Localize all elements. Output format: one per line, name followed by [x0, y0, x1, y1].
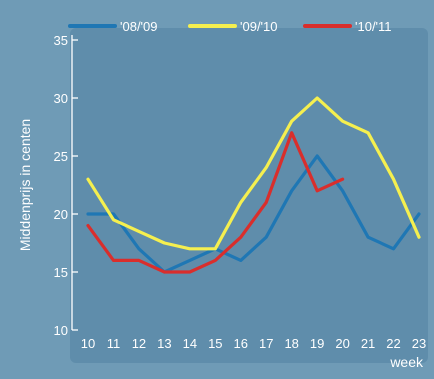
x-tick-label: 15	[208, 336, 222, 351]
series-line-2	[86, 96, 421, 251]
y-axis: 10 15 20 25 30 35	[54, 33, 78, 338]
y-tick-label: 10	[54, 323, 68, 338]
x-tick-label: 10	[81, 336, 95, 351]
legend: '08/'09 '09/'10 '10/'11	[68, 19, 392, 34]
x-tick-label: 21	[361, 336, 375, 351]
x-tick-label: 13	[157, 336, 171, 351]
x-tick-label: 22	[386, 336, 400, 351]
x-tick-label: 11	[107, 336, 121, 351]
legend-label: '10/'11	[355, 19, 392, 34]
y-tick-label: 35	[54, 33, 68, 48]
x-axis-title: week	[389, 354, 424, 370]
y-tick-label: 30	[54, 91, 68, 106]
plot-area	[70, 28, 428, 363]
x-tick-label: 19	[310, 336, 324, 351]
series-line-1	[86, 154, 421, 274]
x-tick-label: 20	[335, 336, 349, 351]
y-axis-title: Middenprijs in centen	[17, 119, 33, 251]
x-tick-label: 23	[412, 336, 426, 351]
series-layer	[86, 96, 421, 274]
x-tick-label: 12	[132, 336, 146, 351]
x-tick-label: 16	[234, 336, 248, 351]
legend-label: '08/'09	[120, 19, 158, 34]
x-axis: 10 11 12 13 14 15 16 17 18 19 20 21 22 23	[81, 336, 426, 351]
series-line-3	[86, 131, 345, 274]
x-tick-label: 18	[284, 336, 298, 351]
x-tick-label: 14	[183, 336, 197, 351]
y-tick-label: 25	[54, 149, 68, 164]
y-tick-label: 15	[54, 265, 68, 280]
y-tick-label: 20	[54, 207, 68, 222]
legend-label: '09/'10	[240, 19, 278, 34]
x-tick-label: 17	[259, 336, 273, 351]
plot-panel	[70, 28, 428, 363]
